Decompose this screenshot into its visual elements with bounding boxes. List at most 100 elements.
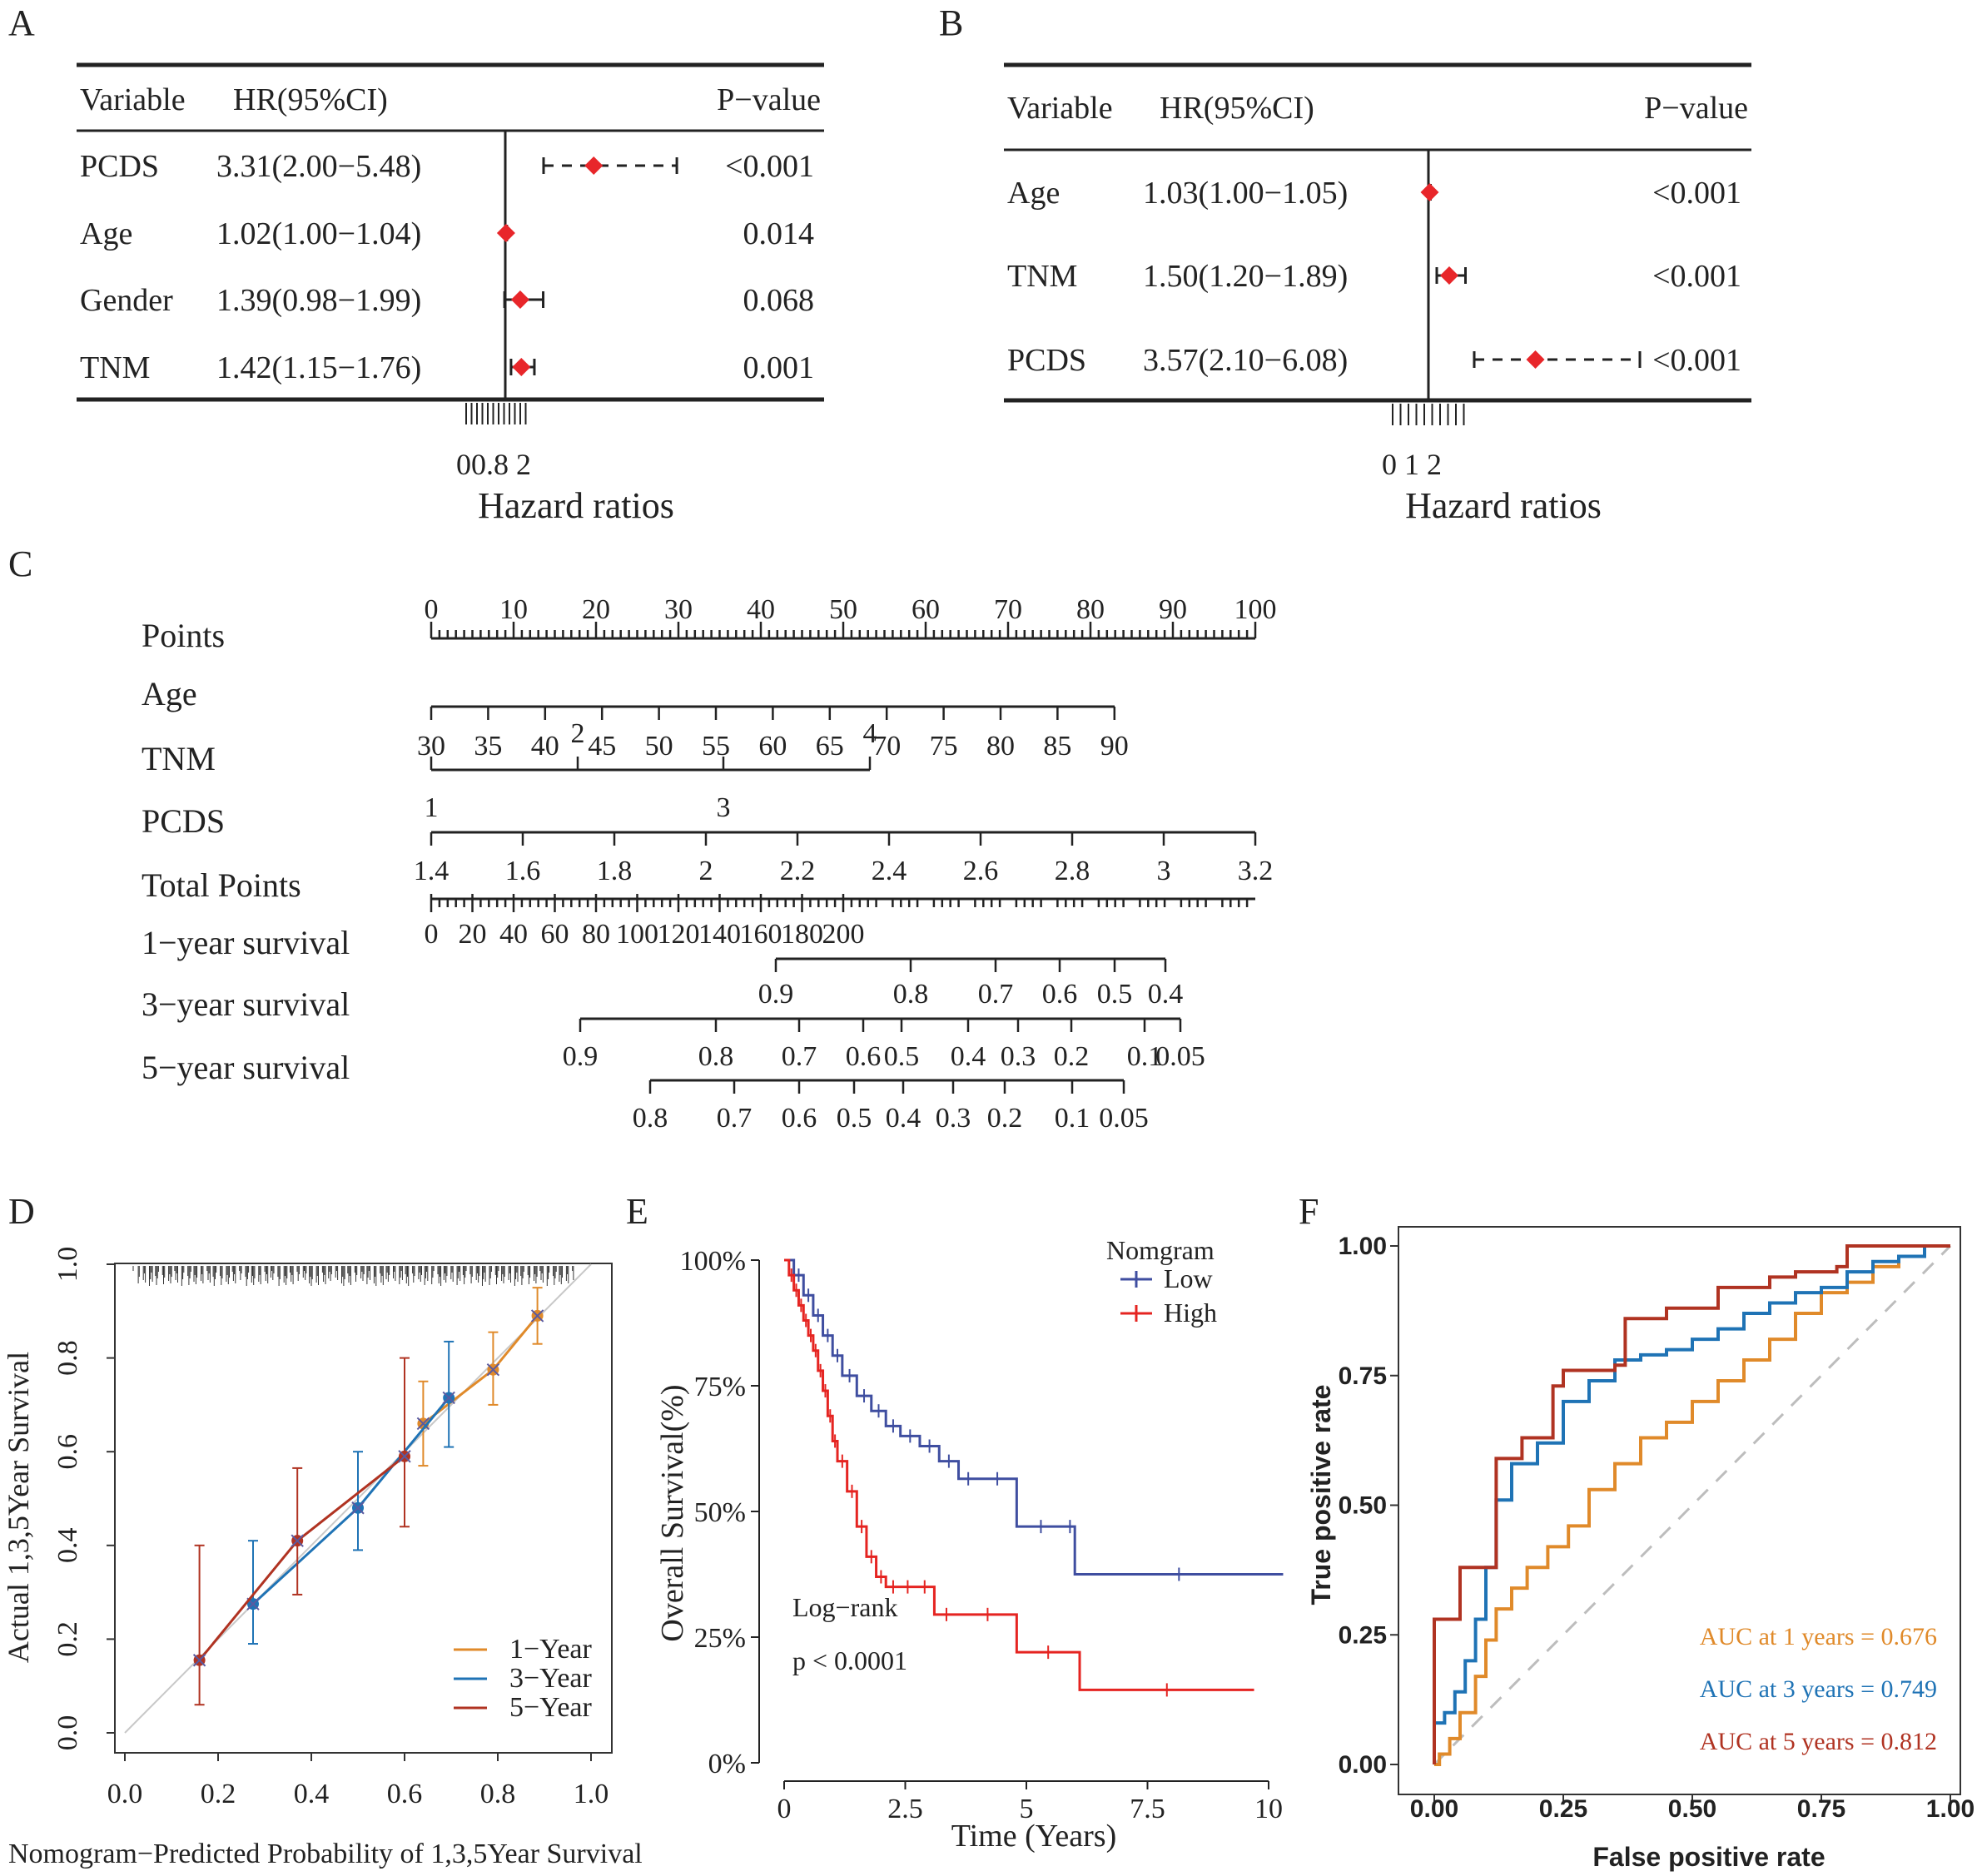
nomogram-points-tick-label: 90 [1159,594,1187,625]
nomogram-age-tick-label: 80 [986,731,1015,762]
nomogram-1yr-tick-label: 0.8 [893,979,929,1010]
nomogram-3yr-tick-label: 0.9 [563,1041,599,1072]
panel-d-x-axis-label: Nomogram−Predicted Probability of 1,3,5Y… [8,1839,643,1869]
panel-f-auc-label-2: AUC at 3 years = 0.749 [1700,1675,1937,1703]
nomogram-5yr-tick-label: 0.6 [782,1103,817,1134]
panel-b-row-hr: 1.50(1.20−1.89) [1143,259,1348,294]
panel-d-y-tick-label: 0.0 [52,1715,83,1751]
nomogram-5yr-tick-label: 0.05 [1099,1103,1149,1134]
panel-a-header-p: P−value [717,82,821,117]
nomogram-1yr-tick-label: 0.6 [1042,979,1078,1010]
nomogram-label-age: Age [142,675,197,712]
nomogram-5yr-tick-label: 0.5 [837,1103,872,1134]
panel-e-y-tick-label: 75% [694,1372,746,1402]
panel-f-roc-curve-3 [1433,1244,1950,1764]
panel-d-x-tick-label: 0.0 [107,1779,143,1809]
panel-a-row-label: PCDS [80,149,159,184]
nomogram-5yr-tick-label: 0.4 [886,1103,921,1134]
nomogram-3yr-tick-label: 0.5 [884,1041,920,1072]
panel-a-header-variable: Variable [80,82,186,117]
nomogram-pcds-tick-label: 2.2 [780,856,816,886]
nomogram-points-tick-label: 60 [912,594,940,625]
nomogram-age-tick-label: 90 [1100,731,1129,762]
panel-e-x-tick-label: 0 [777,1794,792,1824]
nomogram-1yr-tick-label: 0.4 [1148,979,1184,1010]
nomogram-age-tick-label: 60 [758,731,787,762]
panel-b-header-p: P−value [1644,91,1748,126]
panel-letter-c: C [8,543,32,584]
nomogram-label-total-points: Total Points [142,866,301,904]
nomogram-age-tick-label: 65 [816,731,844,762]
panel-b-hr-marker [1420,183,1439,201]
panel-letter-e: E [626,1191,648,1232]
panel-b-row-p: <0.001 [1652,176,1741,211]
panel-d-y-tick-label: 0.4 [52,1528,83,1564]
nomogram-label-pcds: PCDS [142,802,225,840]
nomogram-total-tick-label: 0 [425,919,439,950]
nomogram-age-tick-label: 35 [474,731,502,762]
nomogram-label-3-year-survival: 3−year survival [142,985,350,1023]
panel-b-axis-tick-label: 0 1 2 [1382,448,1442,481]
panel-d-x-tick-label: 0.2 [201,1779,236,1809]
nomogram-5yr-tick-label: 0.2 [987,1103,1023,1134]
nomogram-total-tick-label: 160 [740,919,782,950]
nomogram-pcds-tick-label: 1.8 [597,856,633,886]
nomogram-1yr-tick-label: 0.9 [758,979,794,1010]
panel-f-x-tick-label: 0.50 [1668,1795,1716,1823]
panel-f-x-tick-label: 0.75 [1797,1795,1845,1823]
nomogram-points-tick-label: 70 [994,594,1022,625]
nomogram-3yr-tick-label: 0.1 [1127,1041,1163,1072]
panel-d-x-tick-label: 1.0 [574,1779,609,1809]
panel-f-y-tick-label: 0.00 [1339,1751,1387,1779]
nomogram-age-tick-label: 40 [531,731,559,762]
panel-b-hr-marker [1440,266,1458,285]
panel-f-auc-label-1: AUC at 1 years = 0.676 [1700,1623,1937,1650]
nomogram-pcds-tick-label: 2 [699,856,713,886]
panel-letter-d: D [8,1191,35,1232]
panel-f-y-tick-label: 0.25 [1339,1621,1387,1649]
nomogram-points-tick-label: 80 [1076,594,1105,625]
panel-b-row-label: PCDS [1007,343,1086,378]
panel-a-row-p: <0.001 [725,149,814,184]
panel-e-y-tick-label: 0% [708,1749,746,1779]
panel-d-x-tick-label: 0.6 [387,1779,423,1809]
panel-b-row-hr: 3.57(2.10−6.08) [1143,343,1348,378]
panel-e-x-tick-label: 2.5 [887,1794,923,1824]
panel-e-x-axis-label: Time (Years) [951,1819,1116,1854]
panel-letter-f: F [1299,1191,1319,1232]
nomogram-label-points: Points [142,617,225,654]
nomogram-points-tick-label: 40 [747,594,775,625]
panel-e-x-tick-label: 7.5 [1130,1794,1165,1824]
panel-d-legend-label: 5−Year [509,1692,593,1723]
panel-d-series-1-cross [416,1417,430,1431]
panel-b-row-p: <0.001 [1652,259,1741,294]
panel-f-y-tick-label: 0.75 [1339,1362,1387,1390]
nomogram-pcds-tick-label: 2.4 [872,856,907,886]
nomogram-total-tick-label: 20 [459,919,487,950]
panel-a-row-hr: 3.31(2.00−5.48) [216,149,421,184]
panel-b-row-p: <0.001 [1652,343,1741,378]
panel-d-series-1-cross [486,1362,500,1377]
panel-d-series-1-cross [530,1309,544,1323]
panel-a-x-axis-label: Hazard ratios [478,485,674,526]
nomogram-pcds-tick-label: 3.2 [1238,856,1274,886]
panel-d-legend-label: 3−Year [509,1663,593,1694]
panel-e-y-tick-label: 100% [680,1246,746,1277]
nomogram-age-tick-label: 75 [930,731,958,762]
panel-a-hr-marker [510,290,529,309]
panel-letter-a: A [8,2,35,43]
nomogram-total-tick-label: 120 [658,919,700,950]
panel-e-legend-title: Nomgram [1106,1235,1215,1265]
nomogram-label-tnm: TNM [142,740,216,777]
nomogram-pcds-tick-label: 2.6 [963,856,999,886]
panel-f-y-tick-label: 0.50 [1339,1492,1387,1520]
nomogram-pcds-tick-label: 3 [1157,856,1171,886]
nomogram-age-tick-label: 85 [1043,731,1071,762]
nomogram-3yr-tick-label: 0.7 [782,1041,817,1072]
nomogram-points-tick-label: 100 [1234,594,1277,625]
nomogram-total-tick-label: 200 [822,919,865,950]
panel-b-header-variable: Variable [1007,91,1113,126]
panel-d-series-2-cross [442,1391,455,1405]
nomogram-label-5-year-survival: 5−year survival [142,1049,350,1086]
nomogram-3yr-tick-label: 0.3 [1001,1041,1036,1072]
